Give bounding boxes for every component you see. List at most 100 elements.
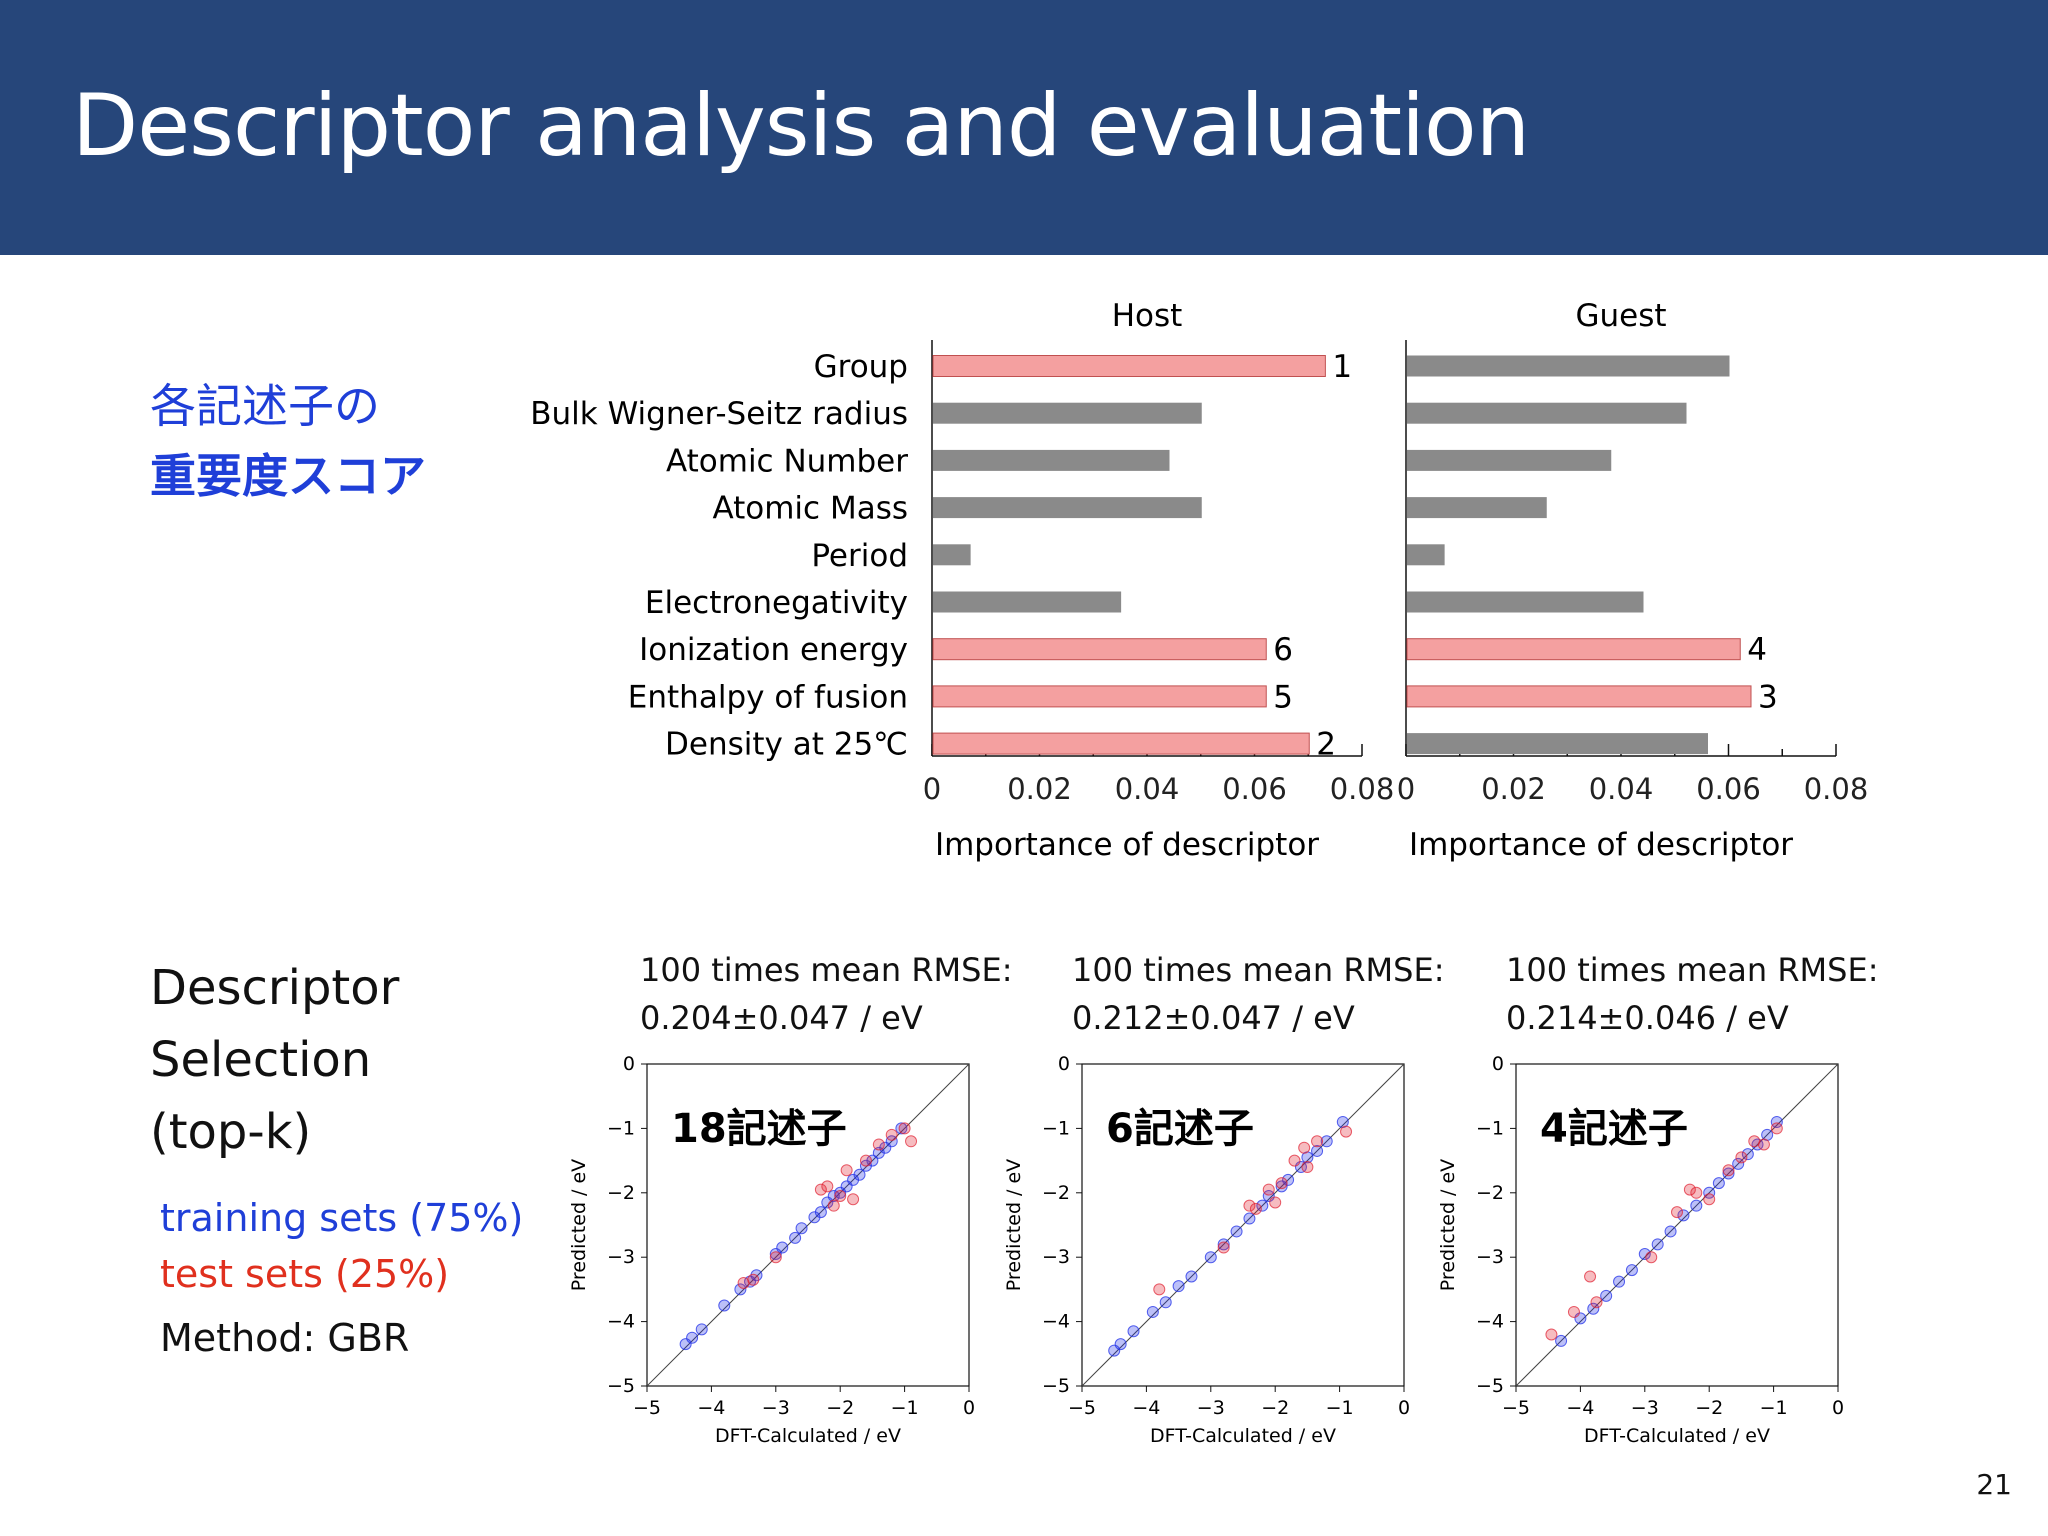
training-point [1146, 1305, 1159, 1318]
category-label: Density at 25℃ [665, 727, 908, 763]
test-point [1545, 1328, 1558, 1341]
test-point [1243, 1199, 1256, 1212]
chart-title: Host [1112, 298, 1183, 334]
y-tick-label: 0 [623, 1053, 635, 1075]
test-point [747, 1273, 760, 1286]
rmse-value: 0.204±0.047 / eV [640, 999, 923, 1037]
training-point [1732, 1157, 1745, 1170]
x-tick-label: 0 [1398, 1397, 1410, 1419]
rank-label: 2 [1316, 727, 1336, 763]
y-tick-label: −1 [1476, 1117, 1504, 1139]
test-point [1645, 1251, 1658, 1264]
training-point [1243, 1212, 1256, 1225]
x-tick-label: 0.06 [1222, 772, 1287, 806]
x-tick-label: −2 [826, 1397, 854, 1419]
x-tick-label: −4 [697, 1397, 725, 1419]
y-axis-label: Predicted / eV [1437, 1159, 1459, 1291]
x-tick-label: −3 [762, 1397, 790, 1419]
y-axis-label: Predicted / eV [568, 1159, 590, 1291]
rmse-line: 100 times mean RMSE: [1072, 951, 1445, 989]
x-tick-label: −5 [1502, 1397, 1530, 1419]
category-label: Bulk Wigner-Seitz radius [530, 396, 908, 432]
legend-test: test sets (25%) [160, 1252, 450, 1296]
training-point [1555, 1334, 1568, 1347]
x-axis-label: DFT-Calculated / eV [715, 1425, 901, 1447]
test-point [1683, 1183, 1696, 1196]
test-point [1671, 1206, 1683, 1219]
x-tick-label: −1 [891, 1397, 919, 1419]
x-tick-label: 0.08 [1330, 772, 1395, 806]
test-point [1269, 1196, 1282, 1209]
bar [1407, 733, 1708, 755]
training-point [1625, 1264, 1638, 1277]
selection-line: Selection [150, 1032, 372, 1088]
rmse-value: 0.212±0.047 / eV [1072, 999, 1355, 1037]
y-tick-label: −4 [1476, 1311, 1504, 1333]
category-label: Group [814, 349, 908, 385]
test-point [905, 1135, 918, 1148]
category-label: Enthalpy of fusion [628, 679, 908, 715]
scatter-plot-1: −5−5 −4 −4 −3 −3 −2 −2 −1 −1 0 0 DFT-Calculated / e… [568, 1053, 975, 1447]
test-point [769, 1251, 782, 1264]
test-point [814, 1183, 827, 1196]
rank-label: 4 [1747, 632, 1767, 668]
training-point [827, 1190, 840, 1203]
training-point [1204, 1251, 1217, 1264]
bar [932, 685, 1267, 708]
training-point [1664, 1225, 1677, 1238]
training-point [1282, 1173, 1295, 1186]
bar [1407, 449, 1612, 471]
training-point [1613, 1275, 1626, 1288]
identity-line [646, 1063, 970, 1387]
training-point [1638, 1247, 1651, 1260]
training-point [734, 1283, 747, 1296]
test-point [1735, 1151, 1748, 1164]
test-point [1770, 1122, 1783, 1135]
bar [933, 402, 1202, 424]
test-point [1288, 1154, 1301, 1167]
training-point [1741, 1148, 1754, 1161]
test-point [1703, 1193, 1716, 1206]
training-point [853, 1168, 866, 1181]
rmse-line: 100 times mean RMSE: [1506, 951, 1879, 989]
bar [932, 732, 1310, 755]
x-tick-label: 0 [1397, 772, 1415, 806]
importance-heading-line2: 重要度スコア [150, 449, 426, 503]
x-tick-label: 0.04 [1589, 772, 1654, 806]
bar [1406, 685, 1752, 708]
bar [1407, 355, 1730, 377]
page-number: 21 [1976, 1468, 2012, 1501]
x-tick-label: −3 [1631, 1397, 1659, 1419]
training-point [1712, 1177, 1725, 1190]
x-tick-label: −1 [1760, 1397, 1788, 1419]
x-tick-label: 0.06 [1696, 772, 1761, 806]
x-tick-label: −1 [1326, 1397, 1354, 1419]
category-label: Ionization energy [639, 632, 908, 668]
test-point [1217, 1241, 1230, 1254]
y-tick-label: −5 [607, 1375, 635, 1397]
importance-bar-charts: Host 0 0.02 0.04 0.06 0.08 Importance of descr… [530, 298, 1868, 863]
rank-label: 6 [1273, 632, 1293, 668]
rmse-label-6: 100 times mean RMSE: 0.212±0.047 / eV [1072, 946, 1444, 1042]
training-point [814, 1206, 827, 1219]
training-point [795, 1222, 808, 1235]
training-point [895, 1122, 908, 1135]
y-tick-label: −3 [607, 1246, 635, 1268]
rank-label: 1 [1332, 349, 1352, 385]
x-tick-label: 0.04 [1115, 772, 1180, 806]
bar [932, 355, 1326, 377]
bar [1407, 497, 1547, 519]
selection-line: (top-k) [150, 1104, 312, 1160]
bar [933, 449, 1170, 471]
training-point [1127, 1325, 1140, 1338]
y-tick-label: −4 [607, 1311, 635, 1333]
bar [1407, 591, 1644, 613]
test-point [821, 1180, 834, 1193]
x-axis-label: Importance of descriptor [935, 827, 1319, 863]
training-point [1230, 1225, 1243, 1238]
y-tick-label: −1 [607, 1117, 635, 1139]
plot-frame [1515, 1063, 1839, 1387]
test-point [1301, 1161, 1314, 1174]
training-point [1185, 1270, 1198, 1283]
